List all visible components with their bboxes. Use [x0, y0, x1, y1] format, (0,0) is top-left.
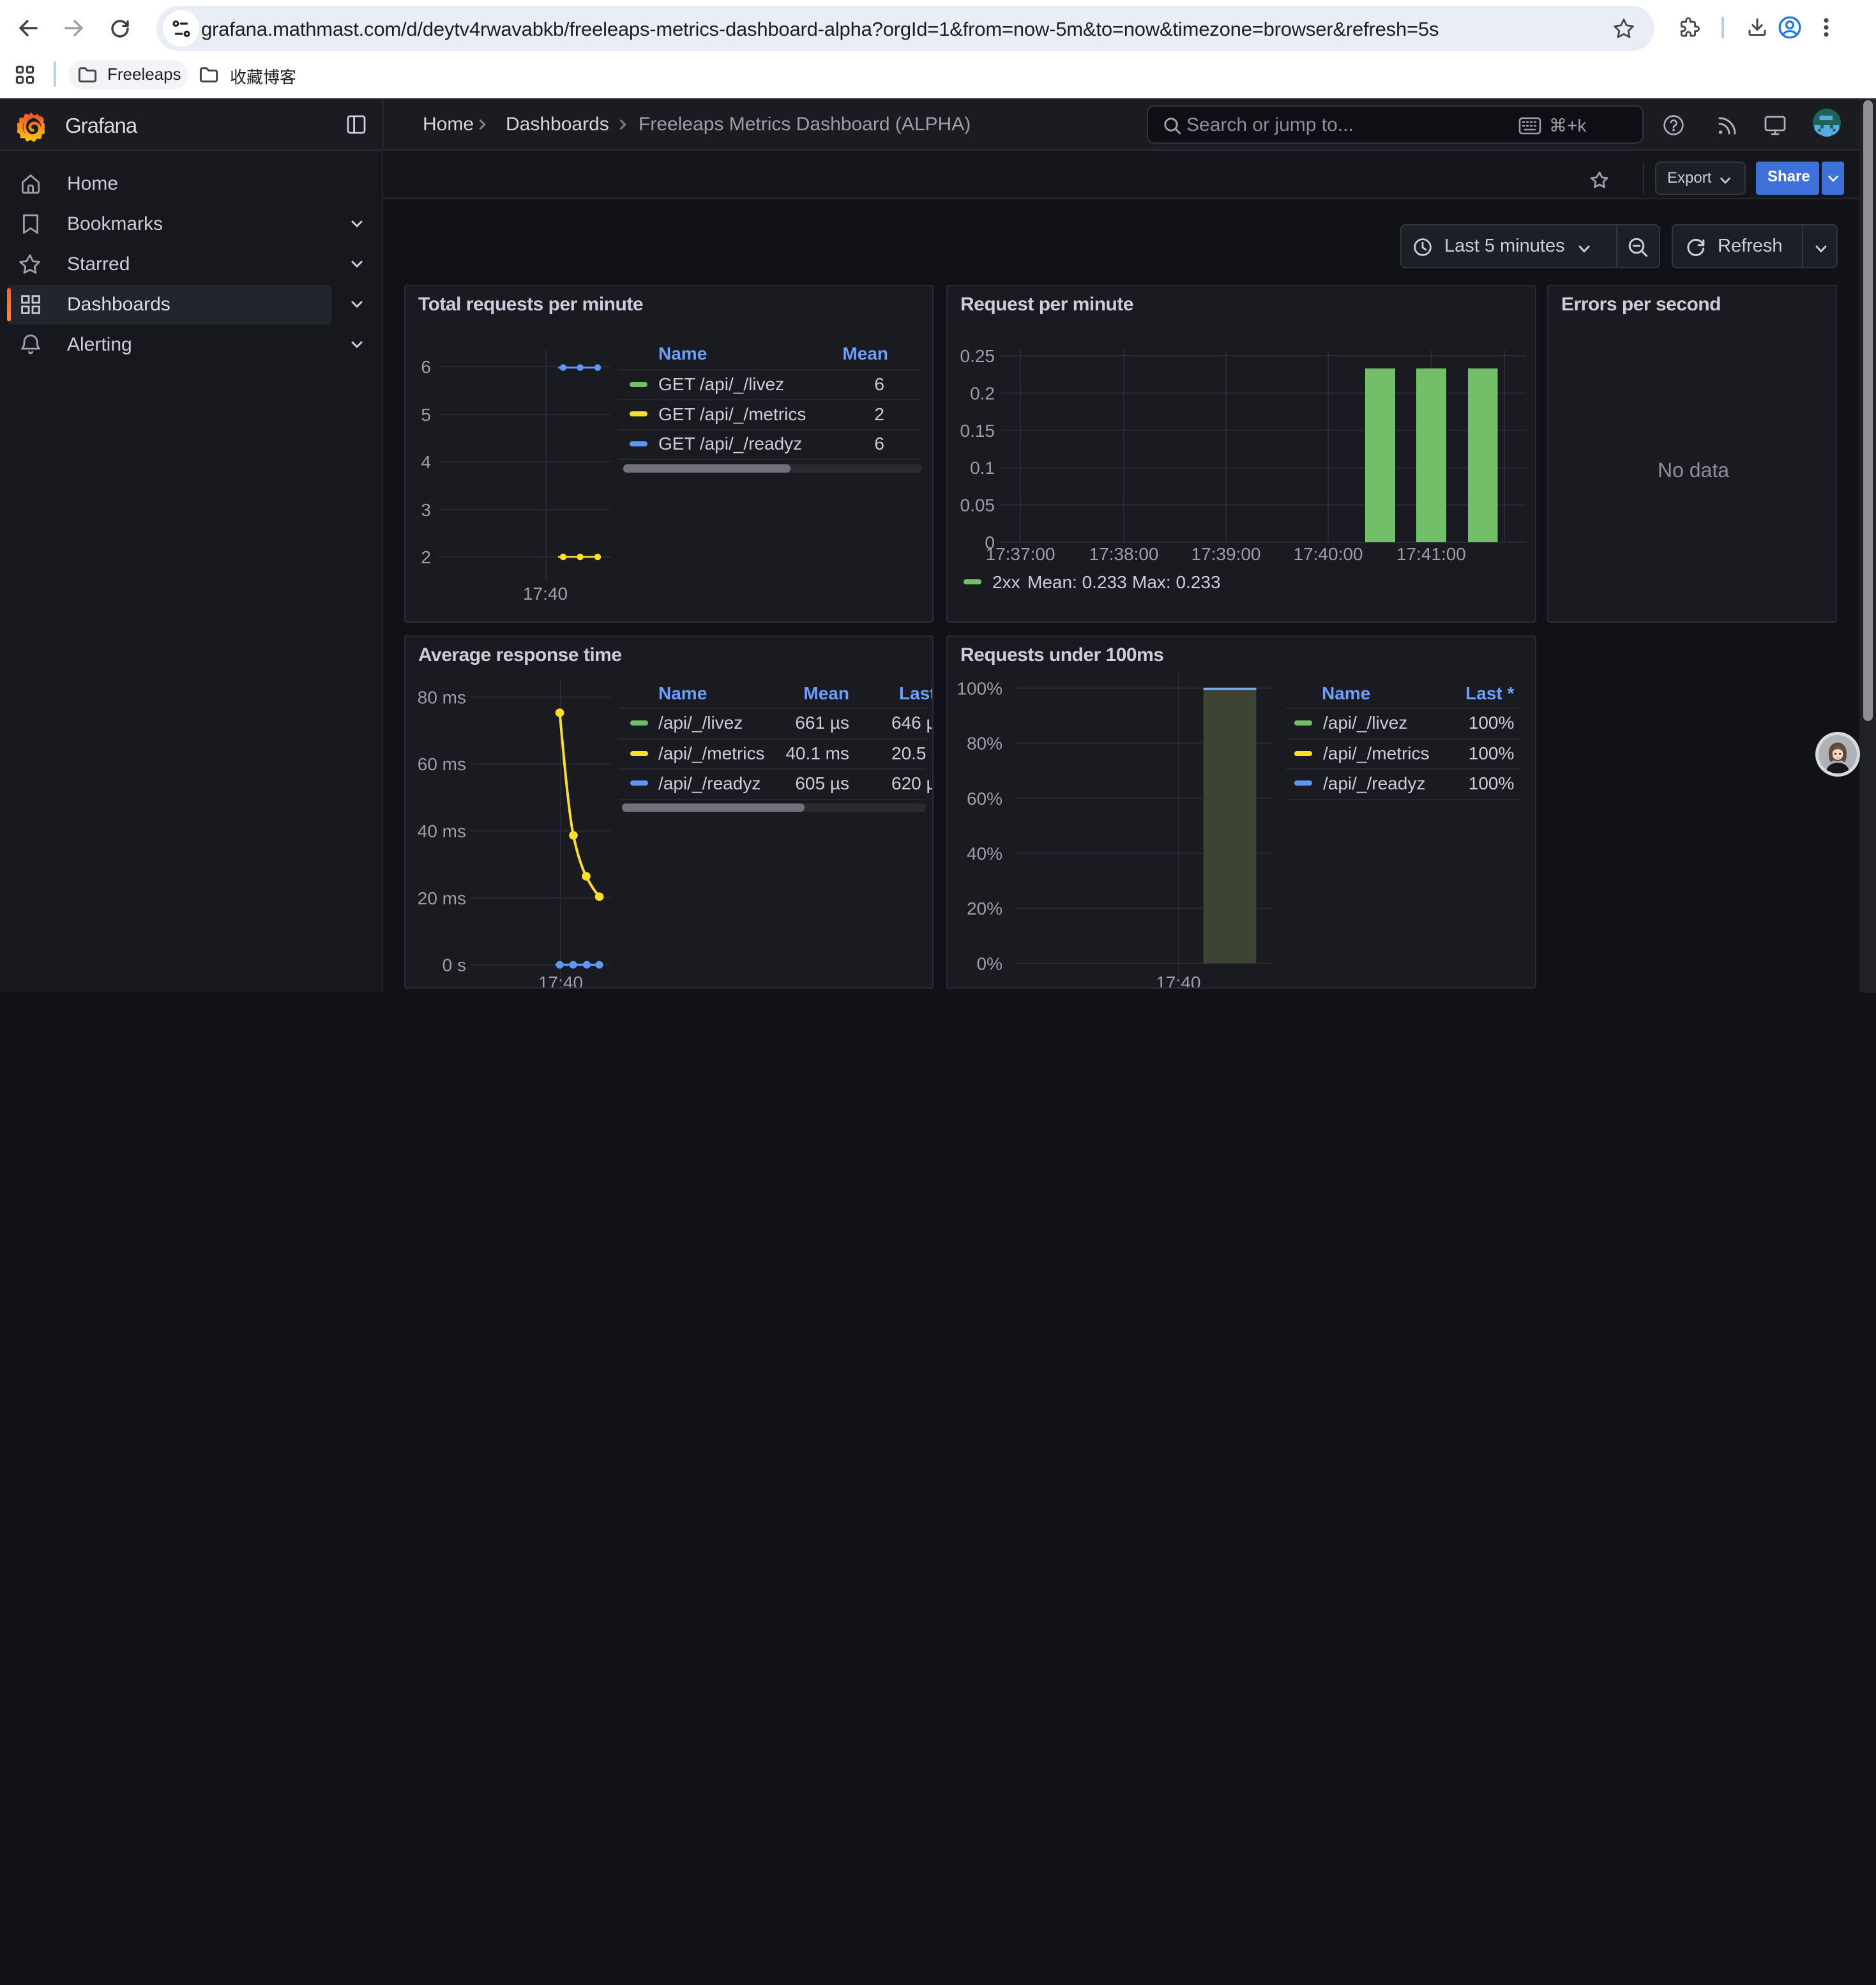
svg-text:100%: 100% [957, 678, 1002, 698]
svg-text:0.2: 0.2 [970, 383, 995, 403]
svg-text:0%: 0% [977, 954, 1002, 973]
svg-text:3: 3 [421, 500, 431, 520]
svg-text:6: 6 [421, 357, 431, 377]
svg-text:17:40: 17:40 [523, 584, 568, 604]
svg-text:0.25: 0.25 [960, 346, 995, 366]
svg-text:40 ms: 40 ms [418, 821, 466, 841]
svg-text:40%: 40% [967, 844, 1002, 863]
svg-text:17:40: 17:40 [1156, 973, 1200, 988]
svg-text:17:41:00: 17:41:00 [1396, 544, 1466, 564]
svg-text:0.15: 0.15 [960, 421, 995, 441]
svg-text:17:40: 17:40 [538, 973, 583, 988]
svg-text:17:40:00: 17:40:00 [1294, 544, 1363, 564]
svg-text:80%: 80% [967, 734, 1002, 754]
svg-text:17:37:00: 17:37:00 [986, 544, 1055, 564]
svg-text:20 ms: 20 ms [418, 888, 466, 908]
svg-text:17:39:00: 17:39:00 [1191, 544, 1261, 564]
svg-text:20%: 20% [967, 899, 1002, 918]
svg-text:60%: 60% [967, 789, 1002, 809]
svg-text:5: 5 [421, 405, 431, 425]
svg-text:4: 4 [421, 452, 431, 472]
svg-text:0.1: 0.1 [970, 458, 995, 478]
svg-text:0.05: 0.05 [960, 496, 995, 515]
svg-text:0: 0 [985, 533, 995, 552]
svg-text:60 ms: 60 ms [418, 754, 466, 774]
svg-text:2: 2 [421, 547, 431, 567]
svg-text:17:38:00: 17:38:00 [1089, 544, 1159, 564]
svg-text:0 s: 0 s [443, 955, 466, 975]
svg-text:80 ms: 80 ms [418, 687, 466, 707]
